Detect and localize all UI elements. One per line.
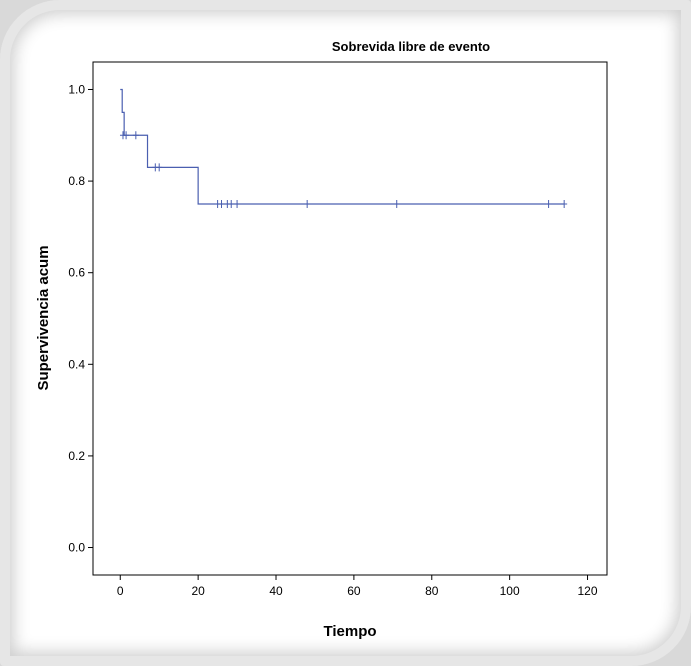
x-tick-label: 0 xyxy=(117,584,124,598)
survival-series xyxy=(119,88,568,208)
y-tick-label: 0.2 xyxy=(68,449,85,463)
x-tick-label: 80 xyxy=(425,584,439,598)
x-tick-label: 100 xyxy=(500,584,520,598)
chart-title: Sobrevida libre de evento xyxy=(332,39,490,54)
x-tick-label: 20 xyxy=(191,584,205,598)
censored-mark xyxy=(234,199,241,208)
censored-mark xyxy=(228,199,235,208)
x-tick-label: 60 xyxy=(347,584,361,598)
y-axis: 0.0 0.2 0.4 0.6 0.8 1.0 xyxy=(68,82,93,555)
censored-mark xyxy=(304,199,311,208)
y-axis-label: Supervivencia acum xyxy=(35,245,52,390)
x-tick-label: 40 xyxy=(269,584,283,598)
censored-mark xyxy=(545,199,552,208)
censored-mark xyxy=(132,131,139,140)
censored-mark xyxy=(561,199,568,208)
y-tick-label: 0.8 xyxy=(68,174,85,188)
plot-area xyxy=(92,61,608,576)
censored-mark xyxy=(393,199,400,208)
y-tick-label: 1.0 xyxy=(68,82,85,96)
y-tick-label: 0.0 xyxy=(68,541,85,555)
censored-mark xyxy=(156,163,163,172)
x-tick-label: 120 xyxy=(578,584,598,598)
y-tick-label: 0.6 xyxy=(68,266,85,280)
x-axis: 0 20 40 60 80 100 120 xyxy=(117,575,598,598)
y-tick-label: 0.4 xyxy=(68,357,85,371)
censored-mark xyxy=(218,199,225,208)
censored-mark xyxy=(123,131,130,140)
x-axis-label: Tiempo xyxy=(323,623,376,640)
